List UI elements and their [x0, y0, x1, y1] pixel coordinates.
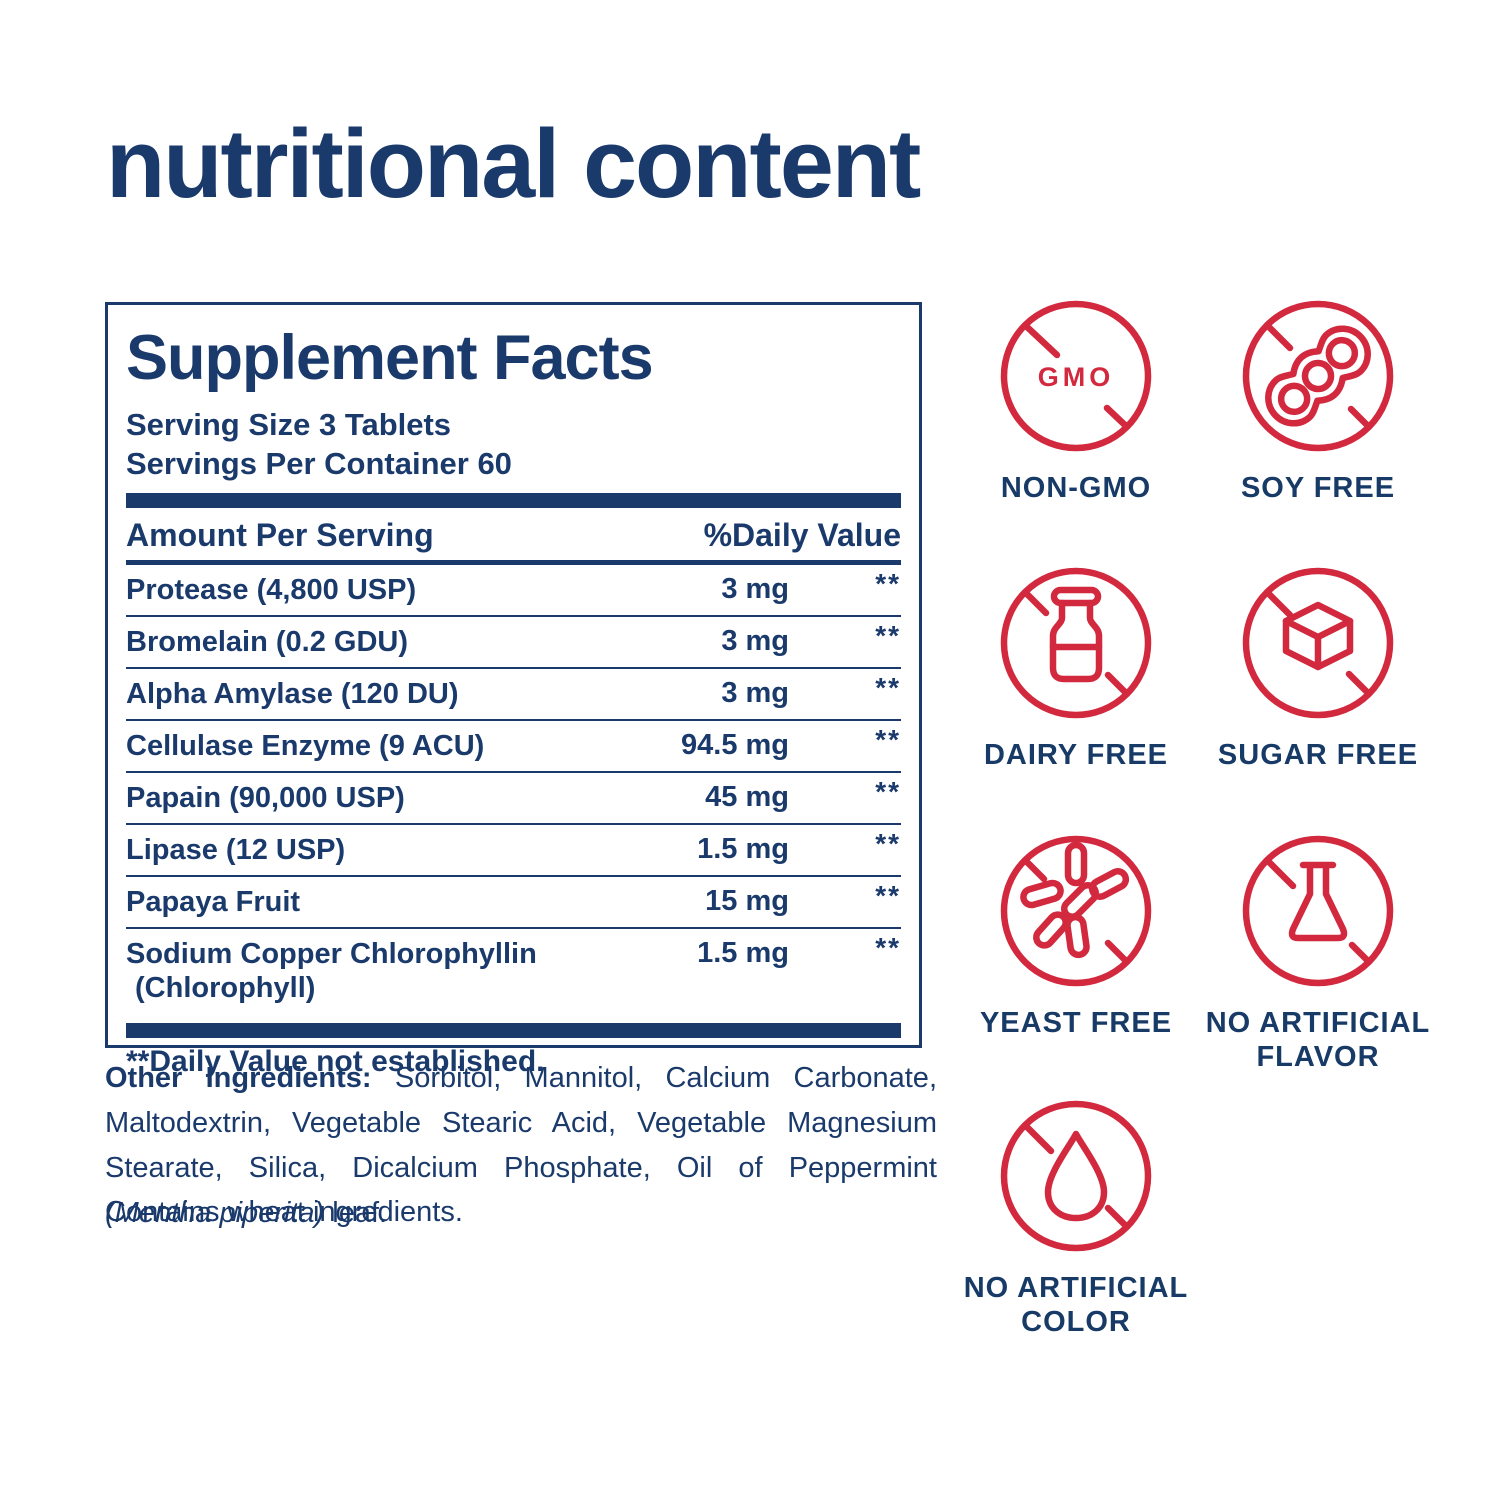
table-row: Bromelain (0.2 GDU) 3 mg **: [126, 617, 901, 670]
supplement-facts-panel: Supplement Facts Serving Size 3 Tablets …: [105, 302, 922, 1078]
table-header: Amount Per Serving %Daily Value: [126, 517, 901, 554]
badge-label: NO ARTIFICIAL FLAVOR: [1205, 1007, 1431, 1073]
table-row: Papaya Fruit 15 mg **: [126, 877, 901, 930]
other-ingredients-paragraph: Other Ingredients: Sorbitol, Mannitol, C…: [105, 1056, 937, 1236]
badge-no-artificial-flavor: NO ARTIFICIAL FLAVOR: [1158, 831, 1478, 1074]
svg-text:GMO: GMO: [1038, 362, 1115, 392]
column-amount-per-serving: Amount Per Serving: [126, 517, 434, 554]
soybean-crossed-icon: [1242, 300, 1394, 452]
servings-per-container: Servings Per Container 60: [126, 446, 512, 482]
daily-value-footnote: **Daily Value not established.: [126, 1045, 545, 1079]
other-ingredients-tail: leaf.: [332, 1197, 388, 1229]
other-ingredients-label: Other Ingredients:: [105, 1062, 372, 1094]
droplet-crossed-icon: [1000, 1100, 1152, 1252]
gmo-crossed-icon: GMO: [1000, 300, 1152, 452]
table-row: Papain (90,000 USP) 45 mg **: [126, 773, 901, 826]
divider-thick-top: [126, 493, 901, 509]
column-daily-value: %Daily Value: [703, 517, 901, 554]
badge-yeast-free: YEAST FREE: [926, 831, 1226, 1040]
sugar-cube-crossed-icon: [1242, 567, 1394, 719]
contains-statement: Contains wheat ingredients.: [105, 1196, 463, 1228]
row-name-line2: (Chlorophyll): [135, 972, 316, 1005]
yeast-crossed-icon: [1000, 835, 1152, 987]
badge-soy-free: SOY FREE: [1158, 296, 1478, 505]
milk-bottle-crossed-icon: [1000, 567, 1152, 719]
badge-label: SOY FREE: [1240, 472, 1396, 504]
badge-sugar-free: SUGAR FREE: [1158, 563, 1478, 772]
table-row: Alpha Amylase (120 DU) 3 mg **: [126, 669, 901, 722]
badge-non-gmo: GMO NON-GMO: [926, 296, 1226, 505]
page-title: nutritional content: [106, 109, 921, 218]
flask-crossed-icon: [1242, 835, 1394, 987]
badge-label: NON-GMO: [1000, 472, 1152, 504]
row-name-line1: Sodium Copper Chlorophyllin: [126, 938, 537, 971]
table-row: Cellulase Enzyme (9 ACU) 94.5 mg **: [126, 721, 901, 774]
divider-header-rule: [126, 560, 901, 566]
badge-label: NO ARTIFICIAL COLOR: [963, 1272, 1189, 1338]
other-ingredients-text: Sorbitol, Mannitol, Calcium Carbonate, M…: [105, 1062, 937, 1184]
table-row: Sodium Copper Chlorophyllin (Chlorophyll…: [126, 932, 901, 1005]
botanical-name-italic: (Mentha piperita): [105, 1197, 325, 1229]
badge-dairy-free: DAIRY FREE: [926, 563, 1226, 772]
badge-label: SUGAR FREE: [1217, 739, 1419, 771]
facts-title: Supplement Facts: [126, 323, 654, 393]
table-row: Protease (4,800 USP) 3 mg **: [126, 565, 901, 618]
badge-label: YEAST FREE: [979, 1007, 1173, 1039]
table-row: Lipase (12 USP) 1.5 mg **: [126, 825, 901, 878]
serving-size: Serving Size 3 Tablets: [126, 407, 452, 443]
badge-label: DAIRY FREE: [983, 739, 1169, 771]
badge-no-artificial-color: NO ARTIFICIAL COLOR: [926, 1096, 1226, 1339]
divider-thick-bottom: [126, 1023, 901, 1039]
facts-rows: Protease (4,800 USP) 3 mg ** Bromelain (…: [126, 565, 901, 1013]
